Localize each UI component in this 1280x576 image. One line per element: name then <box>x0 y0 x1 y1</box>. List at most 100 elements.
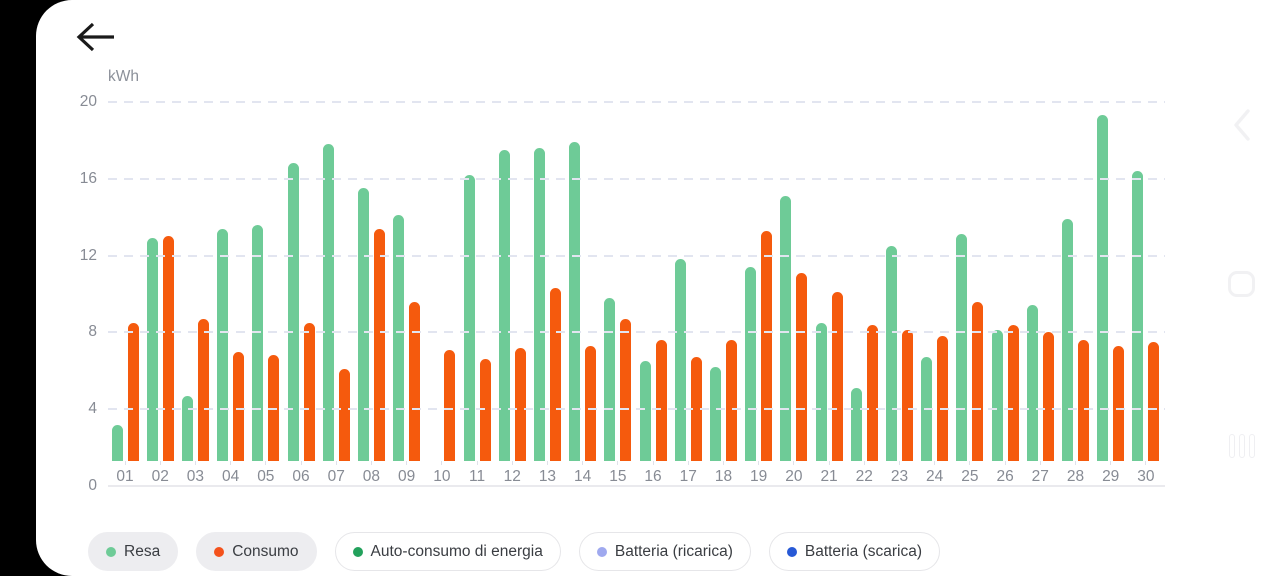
bar-consumo-15[interactable] <box>620 319 632 462</box>
y-axis-label-20: 20 <box>79 93 97 110</box>
bar-resa-26[interactable] <box>991 330 1003 462</box>
bar-resa-21[interactable] <box>815 323 827 462</box>
nav-home-icon[interactable] <box>1228 271 1255 297</box>
bar-resa-15[interactable] <box>604 298 616 462</box>
bar-resa-03[interactable] <box>181 396 193 462</box>
legend-pill-consumo[interactable]: Consumo <box>196 532 317 571</box>
bar-resa-27[interactable] <box>1026 305 1038 462</box>
x-axis-label-07: 07 <box>327 468 345 485</box>
bar-consumo-12[interactable] <box>514 348 526 462</box>
nav-recents-icon[interactable] <box>1229 434 1255 458</box>
legend-pill-batteria-scarica[interactable]: Batteria (scarica) <box>768 532 941 571</box>
bar-consumo-18[interactable] <box>725 340 737 462</box>
x-axis-tick <box>441 461 443 465</box>
gridline-16 <box>108 177 1165 180</box>
x-axis-tick <box>511 461 513 465</box>
legend-dot-icon <box>214 546 225 557</box>
bar-resa-25[interactable] <box>956 234 968 462</box>
bar-consumo-09[interactable] <box>409 302 421 462</box>
x-axis-tick <box>722 461 724 465</box>
chart-legend: Resa Consumo Auto-consumo di energia Batter… <box>88 532 941 571</box>
bar-consumo-25[interactable] <box>972 302 984 462</box>
bar-consumo-06[interactable] <box>303 323 315 462</box>
x-axis-label-25: 25 <box>961 468 979 485</box>
app-window: kWh 01 02 03 04 05 06 07 08 09 10 11 12 13 14 15 16 17 18… <box>36 0 1280 576</box>
gridline-12 <box>108 254 1165 257</box>
day-group-30: 30 <box>1132 102 1160 486</box>
bar-resa-17[interactable] <box>674 259 686 462</box>
bar-consumo-16[interactable] <box>655 340 667 462</box>
x-axis-tick <box>758 461 760 465</box>
y-axis-unit-label: kWh <box>108 68 139 85</box>
bar-consumo-07[interactable] <box>338 369 350 462</box>
bar-resa-04[interactable] <box>217 229 229 462</box>
bar-consumo-04[interactable] <box>233 352 245 462</box>
day-group-22: 22 <box>850 102 878 486</box>
bar-resa-06[interactable] <box>287 163 299 462</box>
bar-consumo-28[interactable] <box>1077 340 1089 462</box>
bar-consumo-08[interactable] <box>373 229 385 462</box>
x-axis-tick <box>194 461 196 465</box>
bar-resa-05[interactable] <box>252 225 264 462</box>
x-axis-label-02: 02 <box>151 468 169 485</box>
x-axis-label-19: 19 <box>750 468 768 485</box>
x-axis-label-08: 08 <box>362 468 381 485</box>
bar-consumo-30[interactable] <box>1148 342 1160 462</box>
bar-consumo-11[interactable] <box>479 359 491 462</box>
bar-resa-16[interactable] <box>639 361 651 462</box>
nav-back-chevron-icon[interactable] <box>1232 108 1252 147</box>
bar-resa-11[interactable] <box>463 175 475 462</box>
legend-dot-icon <box>352 546 363 557</box>
bar-consumo-24[interactable] <box>937 336 949 462</box>
bar-resa-28[interactable] <box>1061 219 1073 462</box>
x-axis-label-30: 30 <box>1137 468 1155 485</box>
arrow-left-icon <box>73 20 117 54</box>
legend-pill-batteria-ricarica[interactable]: Batteria (ricarica) <box>578 532 751 571</box>
bar-consumo-01[interactable] <box>127 323 139 462</box>
bar-resa-07[interactable] <box>322 144 334 462</box>
legend-dot-icon <box>106 546 116 557</box>
bar-consumo-29[interactable] <box>1113 346 1125 462</box>
back-button[interactable] <box>73 20 117 54</box>
bar-consumo-21[interactable] <box>831 292 843 462</box>
bar-consumo-23[interactable] <box>901 330 913 462</box>
bar-resa-09[interactable] <box>393 215 405 462</box>
x-axis-label-18: 18 <box>714 468 733 485</box>
x-axis-tick <box>230 461 232 465</box>
bar-resa-13[interactable] <box>533 148 545 462</box>
legend-pill-resa[interactable]: Resa <box>88 532 179 571</box>
bar-resa-22[interactable] <box>850 388 862 462</box>
x-axis-label-21: 21 <box>820 468 838 485</box>
bar-consumo-02[interactable] <box>162 236 174 462</box>
bar-resa-18[interactable] <box>709 367 721 462</box>
day-group-18: 18 <box>709 102 737 486</box>
bar-resa-29[interactable] <box>1097 115 1109 462</box>
bar-consumo-26[interactable] <box>1007 325 1019 462</box>
bar-resa-02[interactable] <box>146 238 158 462</box>
bar-resa-14[interactable] <box>569 142 581 462</box>
bar-consumo-10[interactable] <box>444 350 456 462</box>
bar-resa-08[interactable] <box>357 188 369 462</box>
bar-resa-12[interactable] <box>498 150 510 462</box>
legend-pill-auto-consumo-di-energia[interactable]: Auto-consumo di energia <box>334 532 561 571</box>
day-group-24: 24 <box>921 102 949 486</box>
bar-consumo-13[interactable] <box>549 288 561 462</box>
x-axis-label-09: 09 <box>398 468 416 485</box>
recents-bar <box>1249 434 1255 458</box>
bar-consumo-03[interactable] <box>197 319 209 462</box>
bar-resa-19[interactable] <box>745 267 757 462</box>
bar-resa-30[interactable] <box>1132 171 1144 462</box>
bar-consumo-22[interactable] <box>866 325 878 462</box>
x-axis-label-23: 23 <box>890 468 909 485</box>
legend-label: Resa <box>124 542 161 560</box>
bar-resa-20[interactable] <box>780 196 792 462</box>
bar-consumo-14[interactable] <box>585 346 597 462</box>
x-axis-tick <box>159 461 161 465</box>
day-group-13: 13 <box>533 102 561 486</box>
bar-consumo-19[interactable] <box>761 231 773 462</box>
bar-resa-01[interactable] <box>111 425 123 462</box>
bar-consumo-27[interactable] <box>1042 332 1054 462</box>
day-group-26: 26 <box>991 102 1019 486</box>
bar-consumo-20[interactable] <box>796 273 808 462</box>
bar-resa-23[interactable] <box>885 246 897 462</box>
